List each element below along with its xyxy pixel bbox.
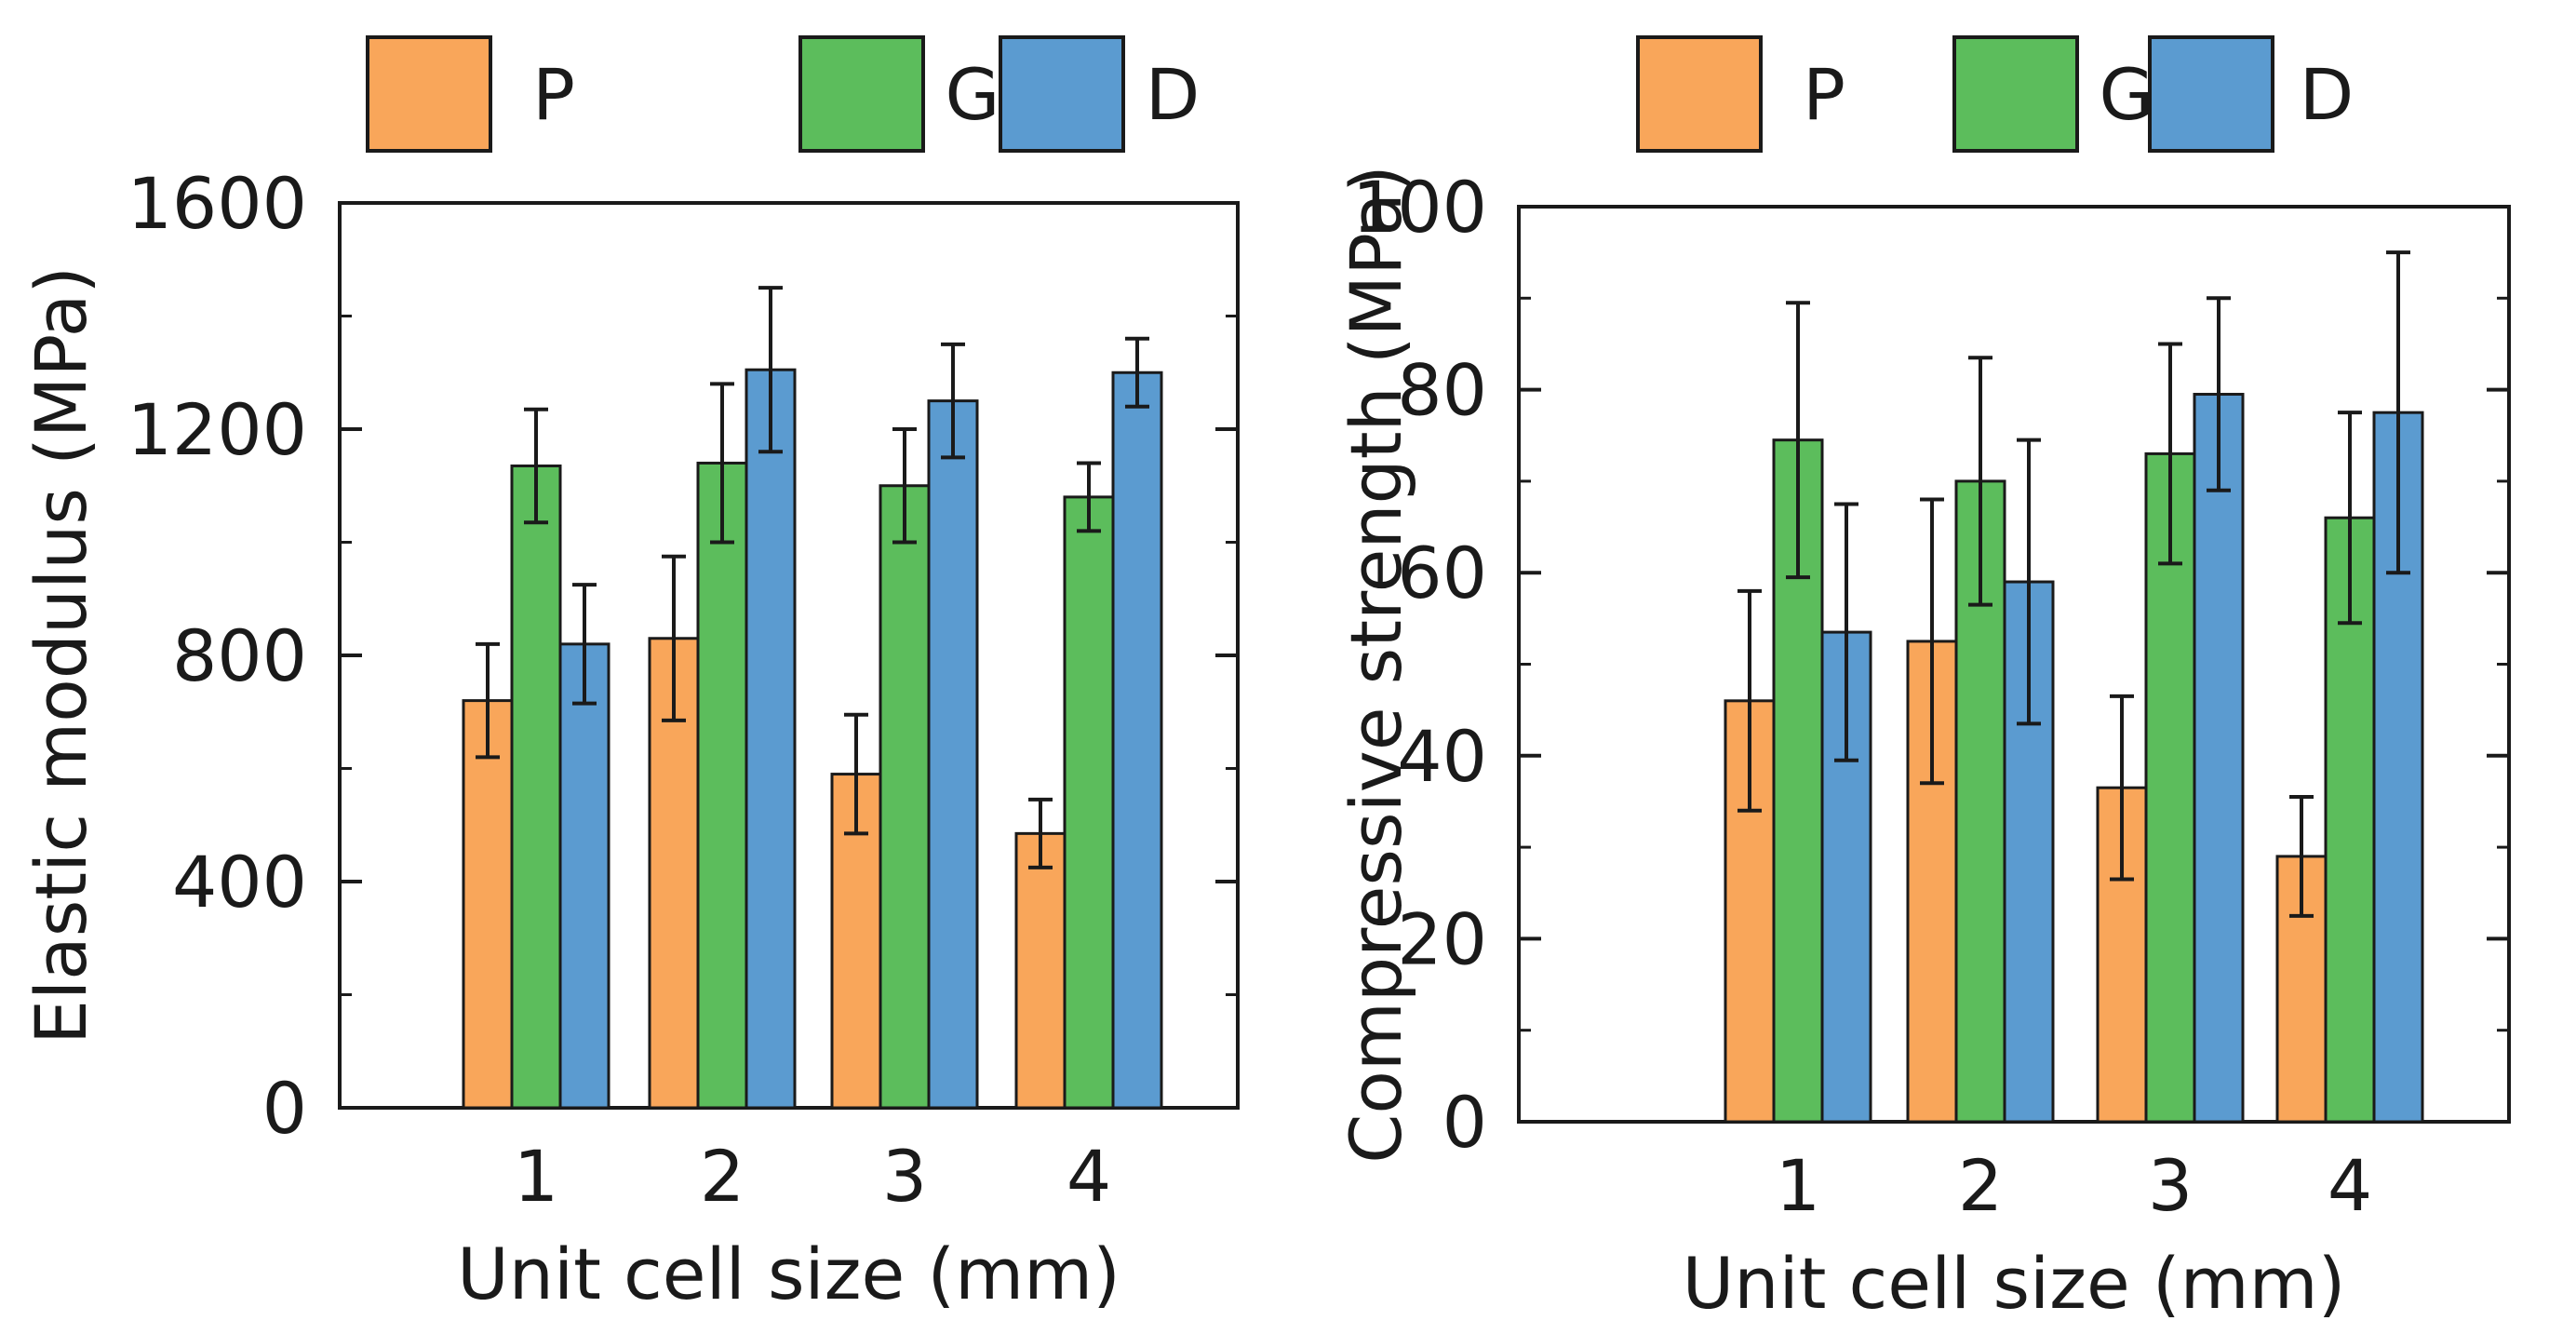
legend-swatch-d: [999, 35, 1125, 153]
x-axis-label: Unit cell size (mm): [457, 1233, 1120, 1315]
x-tick-label: 3: [2148, 1144, 2193, 1227]
error-bar-p-4: [2289, 795, 2314, 918]
y-axis-label: Compressive strength (MPa): [1335, 165, 1417, 1164]
error-bar-d-1: [1834, 502, 1858, 762]
error-bar-g-2: [710, 382, 734, 545]
legend-swatch-g: [798, 35, 925, 153]
error-bar-p-3: [2110, 694, 2134, 882]
error-bar-d-2: [2017, 438, 2041, 726]
legend-swatch-d: [2148, 35, 2274, 153]
y-axis: 0 400 800 1200 1600: [127, 162, 1238, 1150]
error-bar-d-3: [2207, 296, 2231, 492]
bars: [1724, 250, 2424, 1124]
x-tick-label: 2: [700, 1135, 745, 1218]
bar-p-4: [1014, 831, 1067, 1110]
error-bar-g-3: [2158, 342, 2182, 566]
legend-label-d: D: [2300, 53, 2355, 136]
legend-label-p: P: [1803, 53, 1845, 136]
legend-label-p: P: [532, 53, 575, 136]
error-bar-d-3: [941, 342, 965, 460]
y-tick-label: 0: [1442, 1081, 1487, 1164]
x-axis: 1 2 3 4: [514, 1135, 1111, 1218]
legend-swatch-p: [366, 35, 492, 153]
bar-g-3: [879, 484, 931, 1110]
y-tick-label: 20: [1397, 897, 1487, 980]
x-tick-label: 3: [882, 1135, 927, 1218]
legend-label-g: G: [946, 53, 1000, 136]
x-tick-label: 4: [1067, 1135, 1111, 1218]
error-bar-g-4: [2338, 411, 2362, 626]
legend-swatch-g: [1952, 35, 2079, 153]
y-tick-label: 80: [1397, 349, 1487, 432]
error-bar-p-1: [1737, 588, 1762, 813]
legend-label-g: G: [2100, 53, 2154, 136]
bar-d-3: [2193, 393, 2245, 1124]
bar-d-4: [1111, 371, 1163, 1110]
error-bar-p-1: [476, 641, 500, 760]
bar-g-4: [1063, 495, 1115, 1110]
error-bar-d-2: [758, 286, 783, 454]
bar-d-1: [558, 642, 610, 1110]
x-tick-label: 4: [2328, 1144, 2372, 1227]
y-axis: 0 20 40 60 80 100: [1352, 166, 2509, 1164]
x-tick-label: 1: [1776, 1144, 1820, 1227]
error-bar-g-3: [892, 427, 917, 545]
error-bar-p-2: [662, 554, 686, 722]
y-tick-label: 1200: [127, 388, 307, 471]
error-bar-g-4: [1077, 461, 1101, 533]
bar-g-1: [510, 464, 562, 1110]
elastic-modulus-chart: P G D 0 400 800 1200 1600 Elastic modulus (MPa) 1…: [20, 35, 1240, 1315]
error-bar-g-2: [1968, 356, 1992, 607]
y-tick-label: 100: [1352, 166, 1487, 249]
y-axis-label: Elastic modulus (MPa): [20, 266, 102, 1044]
x-tick-label: 1: [514, 1135, 558, 1218]
legend-label-d: D: [1146, 53, 1201, 136]
error-bar-p-3: [844, 712, 868, 836]
error-bar-d-1: [572, 583, 597, 706]
y-tick-label: 60: [1397, 532, 1487, 614]
error-bar-p-4: [1028, 797, 1053, 869]
x-axis: 1 2 3 4: [1776, 1144, 2372, 1227]
error-bar-g-1: [1786, 301, 1810, 580]
bar-d-3: [927, 399, 979, 1110]
y-tick-label: 400: [172, 841, 307, 923]
y-tick-label: 0: [262, 1067, 307, 1150]
error-bar-p-2: [1920, 497, 1944, 786]
bar-g-2: [696, 461, 748, 1110]
x-axis-label: Unit cell size (mm): [1683, 1242, 2346, 1325]
error-bar-d-4: [1125, 336, 1149, 409]
legend-swatch-p: [1636, 35, 1763, 153]
y-tick-label: 800: [172, 614, 307, 697]
x-tick-label: 2: [1958, 1144, 2003, 1227]
error-bar-d-4: [2386, 250, 2410, 575]
bars: [462, 286, 1163, 1110]
y-tick-label: 40: [1397, 715, 1487, 798]
error-bar-g-1: [524, 407, 548, 525]
bar-p-1: [462, 699, 514, 1110]
y-tick-label: 1600: [127, 162, 307, 245]
bar-d-2: [745, 368, 797, 1110]
